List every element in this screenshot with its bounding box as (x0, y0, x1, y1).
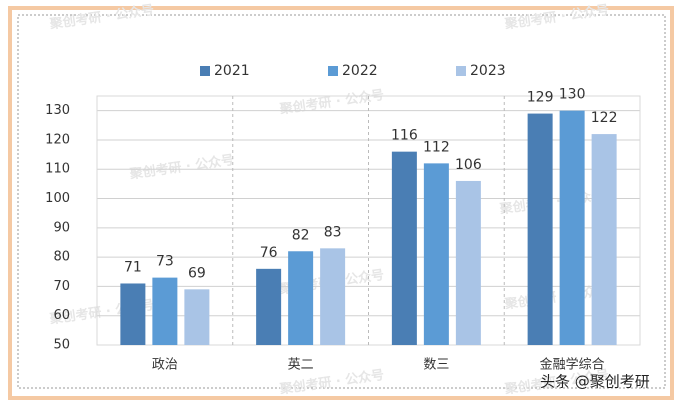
y-tick-label: 130 (45, 103, 70, 118)
value-label: 76 (260, 245, 278, 261)
legend-swatch (456, 66, 466, 76)
x-tick-label: 金融学综合 (540, 357, 605, 373)
bar (423, 163, 449, 345)
y-tick-label: 110 (45, 162, 70, 177)
bar (120, 283, 146, 345)
legend-label: 2023 (470, 63, 506, 79)
value-label: 73 (156, 254, 174, 270)
inner-frame (17, 14, 666, 389)
bar (591, 134, 617, 345)
legend-label: 2021 (214, 63, 250, 79)
y-tick-label: 70 (53, 279, 70, 294)
y-tick-label: 60 (53, 308, 70, 323)
y-tick-label: 90 (53, 220, 70, 235)
y-tick-label: 100 (45, 191, 70, 206)
y-tick-label: 80 (53, 250, 70, 265)
value-label: 130 (559, 87, 586, 103)
bar (559, 110, 585, 345)
value-label: 112 (423, 139, 450, 155)
bar (256, 268, 282, 345)
value-label: 122 (591, 110, 618, 126)
y-tick-label: 50 (53, 338, 70, 353)
value-label: 69 (188, 265, 206, 281)
bar (320, 248, 346, 345)
x-tick-label: 数三 (423, 358, 449, 373)
bar (288, 251, 314, 345)
legend-swatch (200, 66, 210, 76)
bar (184, 289, 210, 345)
x-tick-label: 英二 (288, 358, 314, 373)
bar (391, 151, 417, 345)
y-tick-label: 120 (45, 132, 70, 147)
value-label: 82 (292, 227, 310, 243)
bar (455, 180, 481, 345)
bar (152, 277, 178, 345)
legend-swatch (328, 66, 338, 76)
legend-label: 2022 (342, 63, 378, 79)
value-label: 129 (527, 90, 554, 106)
footer: 头条 @聚创考研 (540, 373, 650, 391)
value-label: 116 (391, 128, 418, 144)
x-tick-label: 政治 (152, 358, 178, 373)
value-label: 106 (455, 157, 482, 173)
bar (527, 113, 553, 345)
value-label: 83 (324, 224, 342, 240)
value-label: 71 (124, 259, 142, 275)
